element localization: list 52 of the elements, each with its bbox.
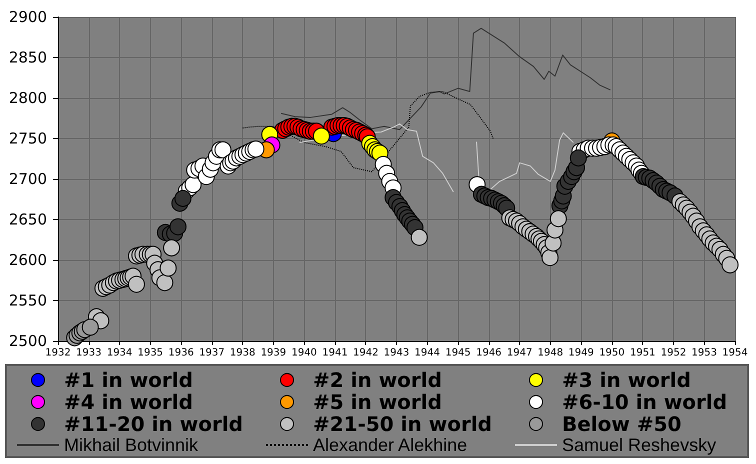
x-tick-label: 1952 [660, 348, 686, 358]
point [174, 190, 192, 207]
legend-label: #21-50 in world [313, 412, 492, 436]
line-series [242, 91, 494, 172]
legend-label: #1 in world [64, 368, 193, 392]
x-tick-label: 1937 [199, 348, 225, 358]
legend-label: #3 in world [562, 368, 691, 392]
x-tick-label: 1932 [45, 348, 71, 358]
y-tick-label: 2800 [8, 89, 47, 107]
x-tick-label: 1950 [599, 348, 625, 358]
x-tick-label: 1951 [630, 348, 656, 358]
point [312, 128, 330, 145]
legend-label: #4 in world [64, 390, 193, 414]
x-tick-label: 1933 [76, 348, 102, 358]
x-tick-label: 1953 [692, 348, 717, 358]
x-tick-label: 1954 [722, 348, 748, 358]
x-tick-label: 1943 [384, 348, 410, 358]
x-tick-label: 1936 [168, 348, 194, 358]
x-tick-label: 1947 [506, 348, 532, 358]
x-tick-label: 1935 [138, 348, 164, 358]
y-tick-label: 2600 [8, 251, 47, 269]
x-tick-label: 1946 [476, 348, 502, 358]
x-tick-label: 1941 [322, 348, 348, 358]
y-tick-label: 2850 [8, 48, 47, 66]
point [184, 176, 202, 194]
x-tick-label: 1944 [414, 348, 440, 358]
point [570, 149, 587, 166]
legend-label: Below #50 [562, 412, 682, 436]
point [82, 318, 99, 336]
x-tick-label: 1945 [445, 348, 471, 358]
legend-label: #5 in world [313, 390, 442, 414]
x-tick-label: 1949 [568, 348, 594, 358]
y-tick-label: 2650 [8, 210, 47, 228]
point [214, 141, 232, 158]
legend-label: Samuel Reshevsky [562, 435, 716, 455]
legend-label: Alexander Alekhine [313, 435, 468, 455]
x-tick-label: 1948 [538, 348, 564, 358]
y-tick-label: 2550 [8, 292, 47, 310]
x-tick-label: 1940 [291, 348, 317, 358]
y-tick-label: 2700 [8, 170, 47, 188]
x-tick-label: 1934 [106, 348, 132, 358]
x-tick-label: 1938 [230, 348, 256, 358]
y-tick-label: 2500 [8, 332, 47, 350]
y-tick-label: 2900 [8, 8, 47, 26]
x-tick-label: 1939 [260, 348, 286, 358]
legend-label: #6-10 in world [562, 390, 728, 414]
legend-label: #2 in world [313, 368, 442, 392]
x-tick-label: 1942 [353, 348, 378, 358]
point [170, 218, 187, 236]
legend-label: Mikhail Botvinnik [64, 435, 200, 455]
y-tick-label: 2750 [8, 130, 47, 148]
legend-label: #11-20 in world [64, 412, 243, 436]
